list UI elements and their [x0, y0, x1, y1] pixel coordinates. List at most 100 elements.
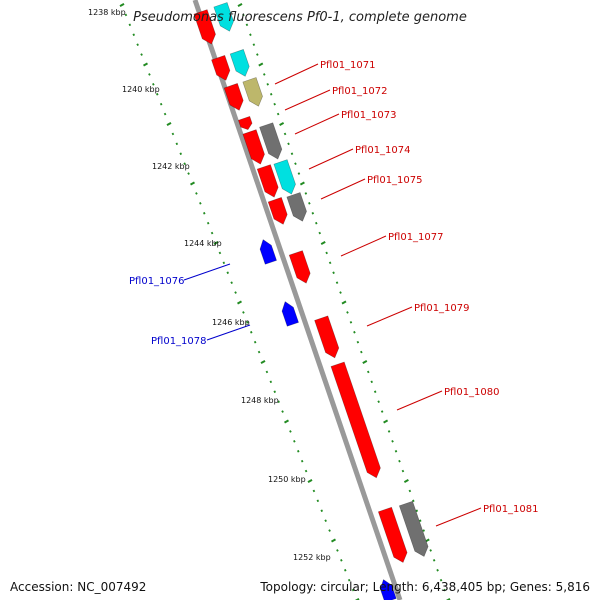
gene-label[interactable]: Pfl01_1078 — [151, 336, 207, 347]
tick-mark — [148, 73, 151, 76]
tick-mark — [143, 62, 148, 67]
tick-mark — [360, 350, 363, 354]
cds-arrow-reverse — [259, 239, 277, 265]
tick-mark — [265, 370, 269, 374]
tick-mark — [328, 529, 331, 532]
tick-mark — [252, 43, 256, 46]
gene-label[interactable]: Pfl01_1076 — [129, 276, 185, 287]
gene-label[interactable]: Pfl01_1081 — [483, 504, 539, 515]
tick-mark — [283, 132, 287, 136]
tick-mark — [226, 271, 230, 275]
tick-mark — [256, 53, 259, 56]
tick-mark — [195, 192, 198, 195]
kbp-label: 1240 kbp — [122, 85, 160, 94]
cds-arrow — [256, 164, 279, 198]
tick-mark — [297, 172, 301, 175]
feature-block — [398, 500, 429, 557]
gene-label[interactable]: Pfl01_1071 — [320, 60, 376, 71]
tick-mark — [155, 92, 159, 96]
tick-mark — [418, 519, 422, 522]
gene-label[interactable]: Pfl01_1080 — [444, 387, 500, 398]
tick-mark — [300, 459, 304, 463]
leader-line — [183, 263, 231, 281]
tick-mark — [199, 202, 202, 205]
tick-mark — [206, 221, 210, 225]
tick-mark — [132, 33, 136, 37]
tick-mark — [356, 340, 360, 344]
tick-mark — [432, 559, 436, 562]
gene-label[interactable]: Pfl01_1072 — [332, 86, 388, 97]
tick-mark — [281, 410, 284, 413]
tick-mark — [249, 330, 253, 334]
cds-arrow-reverse — [380, 579, 397, 600]
cds-arrow — [211, 55, 231, 81]
tick-mark — [166, 122, 172, 126]
kbp-label: 1246 kbp — [212, 318, 250, 327]
tick-mark — [346, 311, 349, 314]
tick-mark — [351, 588, 355, 592]
tick-mark — [314, 221, 318, 225]
tick-mark — [124, 13, 128, 17]
cds-arrow — [377, 506, 408, 563]
gene-label[interactable]: Pfl01_1079 — [414, 303, 470, 314]
kbp-axis-labels: 1238 kbp 1240 kbp 1242 kbp 1244 kbp 1246… — [88, 8, 331, 562]
tick-mark — [377, 400, 380, 403]
tick-mark — [175, 142, 179, 146]
feature-block — [286, 192, 307, 222]
tick-mark — [242, 13, 245, 17]
tick-mark — [136, 43, 139, 46]
tick-mark — [245, 23, 249, 27]
tick-mark — [179, 152, 183, 156]
tick-mark — [287, 142, 290, 146]
cds-arrow — [288, 250, 311, 284]
tick-mark — [436, 568, 439, 572]
cds-arrow — [193, 9, 216, 45]
tick-mark — [398, 459, 401, 463]
tick-mark — [202, 211, 206, 215]
tick-mark — [343, 568, 347, 572]
tick-mark — [299, 181, 305, 186]
cds-arrow — [238, 116, 253, 131]
tick-mark — [183, 162, 186, 165]
tick-mark — [443, 588, 446, 592]
tick-mark — [328, 261, 332, 265]
tick-mark — [320, 241, 326, 245]
tick-mark — [308, 202, 311, 205]
tick-mark — [336, 549, 339, 552]
tick-mark — [171, 132, 175, 136]
tick-mark — [370, 380, 374, 384]
tick-mark — [339, 291, 342, 294]
cds-arrow-reverse — [281, 301, 299, 327]
tick-mark — [408, 489, 412, 493]
tick-mark — [340, 559, 343, 562]
cds-arrow — [314, 315, 340, 359]
kbp-label: 1238 kbp — [88, 8, 126, 17]
leader-line — [340, 235, 387, 257]
tick-mark — [128, 23, 132, 27]
tick-mark — [293, 440, 296, 443]
tick-mark — [341, 300, 347, 305]
kbp-label: 1242 kbp — [152, 162, 190, 171]
tick-mark — [296, 449, 300, 453]
feature-block — [273, 159, 296, 195]
leader-line — [274, 63, 319, 85]
feature-block — [229, 49, 250, 77]
tick-mark — [152, 83, 155, 86]
cds-arrow — [267, 197, 288, 225]
tick-mark — [445, 598, 451, 600]
tick-mark — [260, 360, 266, 364]
gene-label[interactable]: Pfl01_1073 — [341, 110, 397, 121]
gene-label[interactable]: Pfl01_1074 — [355, 145, 411, 156]
gene-label[interactable]: Pfl01_1075 — [367, 175, 423, 186]
tick-mark — [347, 578, 351, 582]
tick-mark — [159, 102, 163, 106]
gene-label[interactable]: Pfl01_1077 — [388, 232, 444, 243]
cds-arrow — [330, 361, 381, 479]
leader-line — [294, 113, 340, 135]
cds-arrow — [242, 129, 265, 165]
tick-mark — [119, 3, 125, 7]
tick-mark — [362, 360, 368, 364]
tick-mark — [332, 271, 335, 275]
tick-mark — [246, 321, 249, 324]
